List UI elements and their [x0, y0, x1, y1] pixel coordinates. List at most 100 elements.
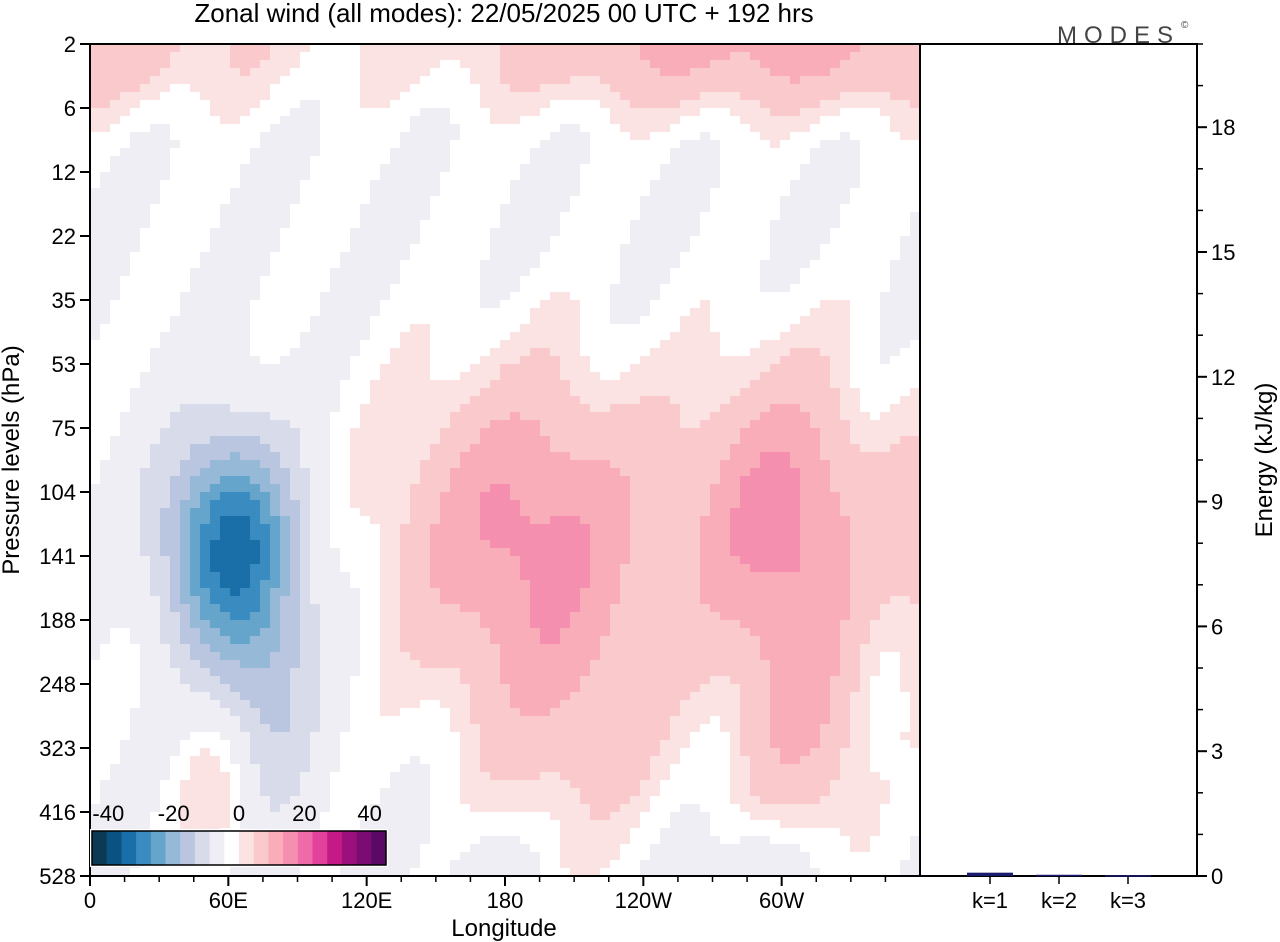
- heatmap-cell: [120, 180, 131, 189]
- heatmap-cell: [730, 276, 741, 285]
- heatmap-cell: [750, 508, 761, 517]
- heatmap-cell: [550, 412, 561, 421]
- heatmap-cell: [460, 108, 471, 117]
- heatmap-cell: [360, 396, 371, 405]
- heatmap-cell: [200, 252, 211, 261]
- heatmap-cell: [550, 468, 561, 477]
- heatmap-cell: [270, 180, 281, 189]
- heatmap-cell: [820, 156, 831, 165]
- heatmap-cell: [810, 308, 821, 317]
- heatmap-cell: [540, 356, 551, 365]
- heatmap-cell: [340, 52, 351, 61]
- heatmap-cell: [330, 476, 341, 485]
- heatmap-cell: [470, 236, 481, 245]
- heatmap-cell: [840, 508, 851, 517]
- heatmap-cell: [340, 228, 351, 237]
- heatmap-cell: [530, 468, 541, 477]
- heatmap-cell: [500, 148, 511, 157]
- heatmap-cell: [210, 132, 221, 141]
- heatmap-cell: [510, 476, 521, 485]
- heatmap-cell: [110, 388, 121, 397]
- heatmap-cell: [540, 324, 551, 333]
- heatmap-cell: [160, 156, 171, 165]
- heatmap-cell: [670, 476, 681, 485]
- heatmap-cell: [800, 252, 811, 261]
- heatmap-cell: [430, 396, 441, 405]
- heatmap-cell: [490, 348, 501, 357]
- heatmap-cell: [420, 228, 431, 237]
- heatmap-cell: [860, 460, 871, 469]
- heatmap-cell: [330, 516, 341, 525]
- heatmap-cell: [570, 340, 581, 349]
- heatmap-cell: [770, 180, 781, 189]
- heatmap-cell: [120, 356, 131, 365]
- heatmap-cell: [280, 116, 291, 125]
- heatmap-cell: [110, 356, 121, 365]
- heatmap-cell: [820, 356, 831, 365]
- heatmap-cell: [770, 436, 781, 445]
- heatmap-cell: [640, 76, 651, 85]
- heatmap-cell: [860, 204, 871, 213]
- heatmap-cell: [340, 204, 351, 213]
- heatmap-cell: [680, 268, 691, 277]
- heatmap-cell: [550, 372, 561, 381]
- heatmap-cell: [200, 180, 211, 189]
- heatmap-cell: [650, 428, 661, 437]
- heatmap-cell: [850, 300, 861, 309]
- heatmap-cell: [680, 348, 691, 357]
- heatmap-cell: [700, 212, 711, 221]
- heatmap-cell: [860, 60, 871, 69]
- heatmap-cell: [850, 84, 861, 93]
- heatmap-cell: [860, 404, 871, 413]
- heatmap-cell: [500, 252, 511, 261]
- heatmap-cell: [880, 500, 891, 509]
- heatmap-cell: [550, 348, 561, 357]
- heatmap-cell: [280, 244, 291, 253]
- heatmap-cell: [510, 52, 521, 61]
- heatmap-cell: [240, 308, 251, 317]
- heatmap-cell: [480, 68, 491, 77]
- heatmap-cell: [550, 76, 561, 85]
- heatmap-cell: [450, 164, 461, 173]
- heatmap-cell: [470, 316, 481, 325]
- heatmap-cell: [110, 220, 121, 229]
- heatmap-cell: [740, 516, 751, 525]
- heatmap-cell: [460, 396, 471, 405]
- heatmap-cell: [650, 308, 661, 317]
- heatmap-cell: [340, 84, 351, 93]
- heatmap-cell: [810, 500, 821, 509]
- heatmap-cell: [400, 260, 411, 269]
- heatmap-cell: [170, 52, 181, 61]
- heatmap-cell: [310, 508, 321, 517]
- heatmap-cell: [560, 68, 571, 77]
- heatmap-cell: [530, 308, 541, 317]
- heatmap-cell: [760, 260, 771, 269]
- heatmap-cell: [450, 180, 461, 189]
- heatmap-cell: [120, 316, 131, 325]
- heatmap-cell: [620, 276, 631, 285]
- heatmap-cell: [750, 484, 761, 493]
- heatmap-cell: [640, 468, 651, 477]
- heatmap-cell: [230, 124, 241, 133]
- heatmap-cell: [720, 180, 731, 189]
- heatmap-cell: [110, 484, 121, 493]
- heatmap-cell: [630, 84, 641, 93]
- heatmap-cell: [470, 332, 481, 341]
- heatmap-cell: [560, 92, 571, 101]
- heatmap-cell: [870, 364, 881, 373]
- heatmap-cell: [900, 92, 911, 101]
- heatmap-cell: [540, 340, 551, 349]
- heatmap-cell: [650, 268, 661, 277]
- heatmap-cell: [740, 52, 751, 61]
- heatmap-cell: [790, 348, 801, 357]
- heatmap-cell: [770, 172, 781, 181]
- heatmap-cell: [860, 300, 871, 309]
- heatmap-cell: [530, 148, 541, 157]
- heatmap-cell: [900, 444, 911, 453]
- heatmap-cell: [220, 452, 231, 461]
- heatmap-cell: [330, 300, 341, 309]
- heatmap-cell: [120, 92, 131, 101]
- heatmap-cell: [270, 276, 281, 285]
- heatmap-cell: [820, 476, 831, 485]
- heatmap-cell: [660, 380, 671, 389]
